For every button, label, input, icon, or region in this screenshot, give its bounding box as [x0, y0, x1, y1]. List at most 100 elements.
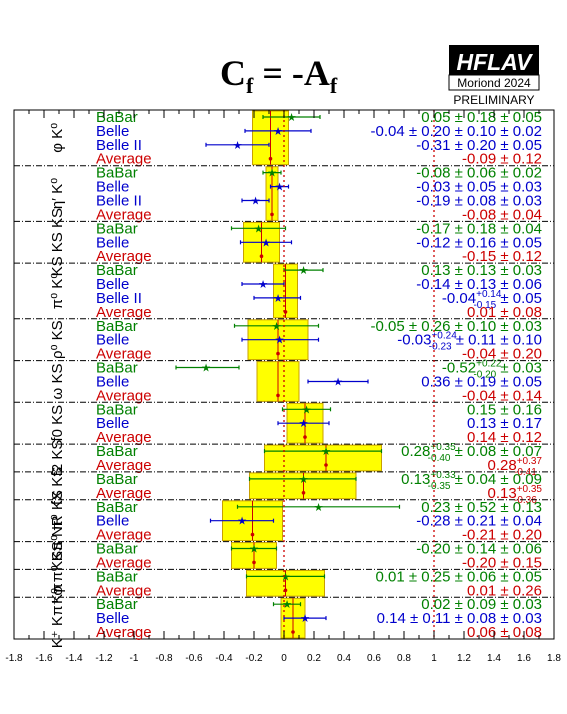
value-label: 0.36 ± 0.19 ± 0.05 — [421, 374, 542, 391]
experiment-label: BaBar — [96, 360, 138, 377]
title-rest-sub: f — [330, 73, 338, 98]
experiment-label: Belle — [96, 610, 129, 627]
x-tick-label: -1.4 — [65, 653, 83, 664]
value-label: -0.17 ± 0.18 ± 0.04 — [416, 220, 542, 237]
group-label: f0 KS — [49, 405, 66, 442]
experiment-label: Average — [96, 554, 152, 571]
data-point: ★ — [302, 404, 312, 416]
data-point: ★ — [267, 168, 277, 180]
value-label: 0.01 ± 0.26 — [467, 582, 542, 599]
data-point: ★ — [300, 613, 310, 625]
experiment-label: Average — [96, 387, 152, 404]
experiment-label: BaBar — [96, 471, 138, 488]
data-point — [259, 254, 264, 258]
experiment-label: Average — [96, 304, 152, 321]
data-point — [276, 393, 280, 398]
value-label: 0.13 ± 0.13 ± 0.03 — [421, 262, 542, 279]
logo-conference: Moriond 2024 — [457, 76, 531, 90]
x-tick-label: -0.2 — [245, 653, 263, 664]
value-label: 0.28+0.37 -0.41 — [487, 456, 542, 478]
value-label: -0.03+0.24 -0.23 ± 0.11 ± 0.10 — [397, 331, 542, 353]
x-tick-label: -1 — [130, 653, 139, 664]
data-point: ★ — [299, 265, 309, 277]
data-point: ★ — [275, 182, 285, 194]
data-point — [291, 630, 295, 634]
experiment-label: Average — [96, 457, 152, 474]
data-point: ★ — [333, 377, 343, 389]
value-label: 0.05 ± 0.18 ± 0.05 — [421, 109, 542, 126]
value-label: 0.06 ± 0.08 — [467, 624, 542, 641]
data-point: ★ — [299, 418, 309, 430]
data-point: ★ — [272, 321, 282, 333]
data-point: ★ — [281, 571, 291, 583]
experiment-label: BaBar — [96, 401, 138, 418]
value-label: -0.20 ± 0.15 — [462, 554, 542, 571]
value-label: -0.28 ± 0.21 ± 0.04 — [416, 513, 542, 530]
value-label: -0.19 ± 0.08 ± 0.03 — [416, 193, 542, 210]
experiment-label: Average — [96, 206, 152, 223]
data-point: ★ — [251, 196, 261, 208]
experiment-label: Belle — [96, 332, 129, 349]
value-label: -0.04+0.14 -0.15 ± 0.05 — [442, 289, 542, 311]
experiment-label: Belle II — [96, 290, 142, 307]
experiment-label: Average — [96, 151, 152, 168]
group-label: φ π⁰ KS NR — [49, 515, 66, 595]
data-point: ★ — [273, 293, 283, 305]
title-c: C — [220, 53, 246, 93]
group-label: KS KS KS — [49, 208, 66, 276]
data-point: ★ — [282, 599, 292, 611]
x-tick-label: 1.2 — [457, 653, 471, 664]
data-point: ★ — [275, 335, 285, 347]
x-tick-label: -0.6 — [185, 653, 203, 664]
value-label: -0.04 ± 0.20 — [462, 346, 542, 363]
experiment-label: BaBar — [96, 262, 138, 279]
value-label: 0.15 ± 0.16 — [467, 401, 542, 418]
experiment-label: Average — [96, 346, 152, 363]
logo-status: PRELIMINARY — [453, 93, 534, 107]
x-tick-label: 0.6 — [367, 653, 381, 664]
data-point: ★ — [237, 516, 247, 528]
x-tick-label: 1.8 — [547, 653, 561, 664]
data-point — [276, 351, 280, 356]
group-label: f2 KS — [49, 440, 66, 477]
experiment-label: Belle II — [96, 193, 142, 210]
value-label: -0.08 ± 0.04 — [462, 206, 542, 223]
value-label: -0.20 ± 0.14 ± 0.06 — [416, 541, 542, 558]
group-label: K⁺ K⁻ K⁰ — [49, 588, 66, 648]
x-tick-label: 0.4 — [337, 653, 351, 664]
experiment-label: BaBar — [96, 596, 138, 613]
experiment-label: Belle — [96, 234, 129, 251]
data-point: ★ — [261, 237, 271, 249]
data-point — [252, 560, 256, 565]
value-label: -0.31 ± 0.20 ± 0.05 — [416, 137, 542, 154]
experiment-label: BaBar — [96, 499, 138, 516]
x-tick-label: 0.8 — [397, 653, 411, 664]
experiment-label: Average — [96, 527, 152, 544]
x-tick-label: -0.8 — [155, 653, 173, 664]
group-label: η′ K⁰ — [49, 178, 66, 209]
experiment-label: Belle — [96, 276, 129, 293]
experiment-label: Belle — [96, 179, 129, 196]
value-label: -0.05 ± 0.26 ± 0.10 ± 0.03 — [371, 318, 542, 335]
experiment-label: Belle II — [96, 137, 142, 154]
experiment-label: BaBar — [96, 318, 138, 335]
data-point — [301, 491, 306, 495]
title-rest: = -A — [253, 53, 330, 93]
x-tick-label: -1.6 — [35, 653, 53, 664]
data-points: ★ ★ ★ ★ ★ ★ ★ ★ ★ ★ ★ ★ ★ ★ ★ ★ ★ ★ ★ ★ ★ ★ ★ ★ ★ — [175, 112, 401, 634]
data-point: ★ — [233, 140, 243, 152]
average-bands — [222, 110, 382, 639]
value-label: -0.15 ± 0.12 — [462, 248, 542, 265]
data-point: ★ — [287, 112, 297, 124]
value-label: -0.09 ± 0.12 — [462, 151, 542, 168]
logo-name: HFLAV — [457, 49, 534, 75]
experiment-label: Average — [96, 485, 152, 502]
experiment-label: Average — [96, 624, 152, 641]
data-point: ★ — [258, 279, 268, 291]
value-label: -0.14 ± 0.13 ± 0.06 — [416, 276, 542, 293]
experiment-label: BaBar — [96, 443, 138, 460]
